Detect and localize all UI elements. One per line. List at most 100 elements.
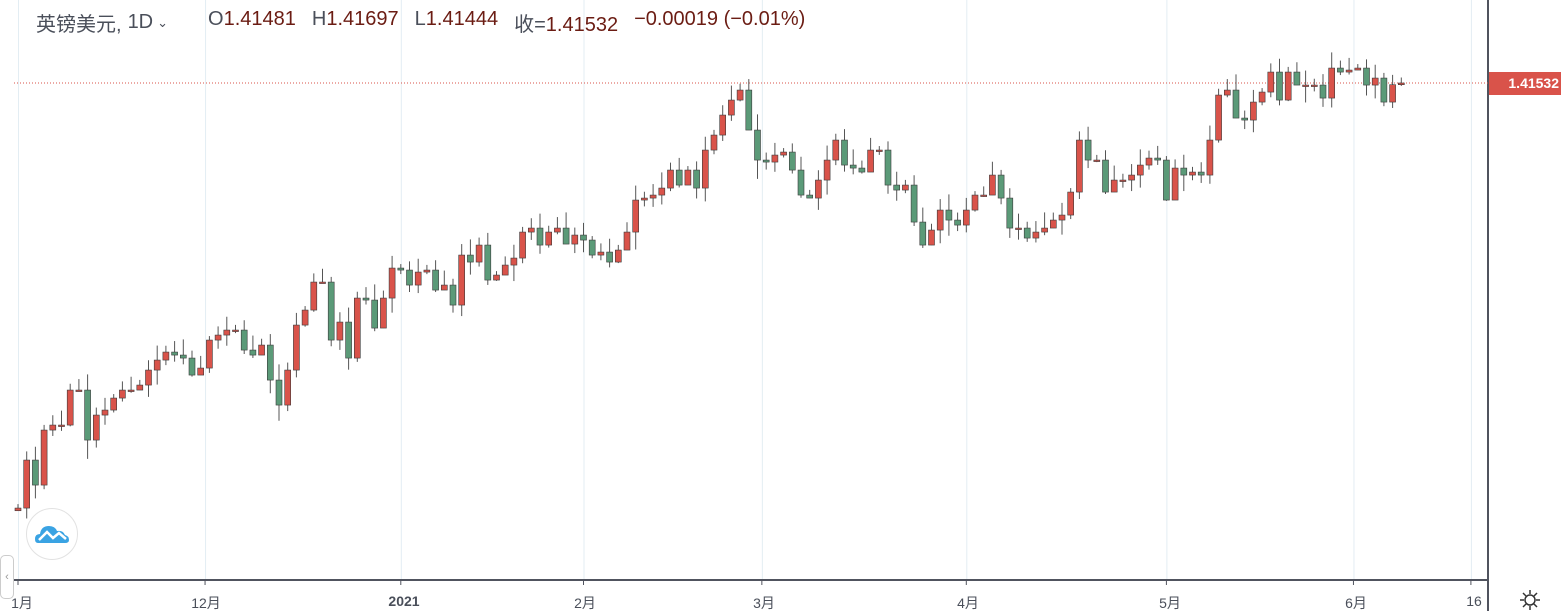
candle-up [232, 329, 239, 332]
candle-up [1371, 77, 1379, 86]
chevron-down-icon[interactable]: ⌄ [157, 14, 169, 30]
candle-up [206, 339, 213, 369]
candle-down [171, 351, 178, 356]
candle-up [214, 334, 222, 341]
x-tick-label: 2021 [388, 593, 420, 609]
gear-icon[interactable] [1519, 589, 1541, 611]
candle-up [75, 389, 83, 392]
x-tick-label: 1月 [11, 595, 33, 611]
candle-up [423, 269, 431, 273]
candle-down [788, 151, 796, 171]
change-value: −0.00019 (−0.01%) [634, 8, 806, 30]
candle-down [371, 299, 379, 329]
candle-up [1215, 94, 1222, 141]
candle-up [145, 369, 152, 386]
candle-up [980, 194, 988, 197]
candle-up [597, 251, 605, 256]
candle-down [327, 281, 335, 341]
high-label: H [311, 8, 327, 30]
candle-up [989, 174, 996, 196]
candle-down [858, 167, 866, 173]
candle-up [667, 169, 674, 189]
candle-up [554, 227, 561, 233]
candle-up [1189, 171, 1196, 176]
symbol-title[interactable]: 英镑美元, [36, 14, 122, 36]
candle-up [719, 114, 727, 136]
candle-down [84, 389, 91, 441]
candle-up [119, 389, 126, 399]
candle-up [197, 367, 204, 376]
candle-up [1145, 157, 1153, 166]
candle-up [414, 271, 422, 286]
candle-up [501, 264, 509, 276]
candle-up [301, 309, 309, 326]
candle-down [1293, 71, 1301, 86]
candle-down [362, 297, 370, 301]
chevron-left-icon[interactable]: ‹ [0, 555, 14, 599]
candle-down [1276, 71, 1283, 101]
candle-up [258, 344, 265, 356]
candle-up [153, 359, 161, 371]
candle-up [49, 424, 57, 431]
candle-up [1137, 164, 1144, 176]
candle-up [641, 197, 648, 201]
x-tick-label: 3月 [753, 595, 775, 611]
close-value: 1.41532 [545, 14, 619, 36]
candle-up [623, 231, 631, 251]
candle-down [1319, 84, 1327, 99]
candle-down [910, 184, 918, 223]
candle-down [1154, 157, 1161, 161]
candle-down [180, 354, 187, 359]
candle-up [771, 154, 779, 163]
candle-up [971, 194, 979, 211]
candle-down [675, 169, 683, 186]
candle-up [1345, 69, 1353, 73]
candle-up [1110, 179, 1118, 193]
candle-up [1284, 71, 1292, 101]
candle-up [23, 459, 31, 509]
cloud-chart-logo-icon[interactable] [26, 508, 78, 560]
candle-up [701, 149, 709, 189]
candle-up [388, 267, 396, 299]
low-label: L [414, 8, 426, 30]
candle-up [40, 429, 48, 486]
candle-up [319, 281, 326, 284]
candle-down [693, 169, 700, 189]
candle-down [797, 169, 805, 196]
candle-up [1328, 67, 1335, 99]
candle-down [945, 209, 953, 221]
candle-up [336, 321, 344, 341]
candle-down [588, 239, 596, 256]
candle-up [649, 194, 657, 199]
candle-up [1171, 167, 1179, 201]
high-value: 1.41697 [326, 8, 399, 30]
candle-up [571, 234, 579, 245]
candle-down [1163, 159, 1170, 201]
candle-up [136, 384, 144, 391]
candle-up [1389, 84, 1396, 103]
candle-down [240, 329, 248, 351]
candle-up [728, 99, 735, 116]
x-tick-label: 12月 [191, 595, 221, 611]
candle-down [1180, 167, 1188, 176]
candle-down [188, 357, 196, 376]
candle-down [562, 227, 570, 245]
candle-up [1050, 219, 1057, 229]
interval-label[interactable]: 1D [127, 11, 154, 33]
candle-down [580, 234, 587, 241]
candle-down [919, 221, 927, 246]
candle-up [1206, 139, 1214, 176]
candle-up [493, 274, 500, 281]
candle-down [762, 159, 770, 163]
candle-up [101, 409, 109, 416]
x-tick-label: 16 [1466, 593, 1482, 609]
candle-down [467, 254, 474, 263]
open-label: O [208, 8, 224, 30]
candle-down [275, 379, 283, 406]
candle-up [527, 227, 535, 233]
candle-down [484, 244, 492, 281]
candle-down [606, 251, 613, 263]
candle-down [1197, 171, 1205, 176]
candle-down [1102, 159, 1109, 193]
